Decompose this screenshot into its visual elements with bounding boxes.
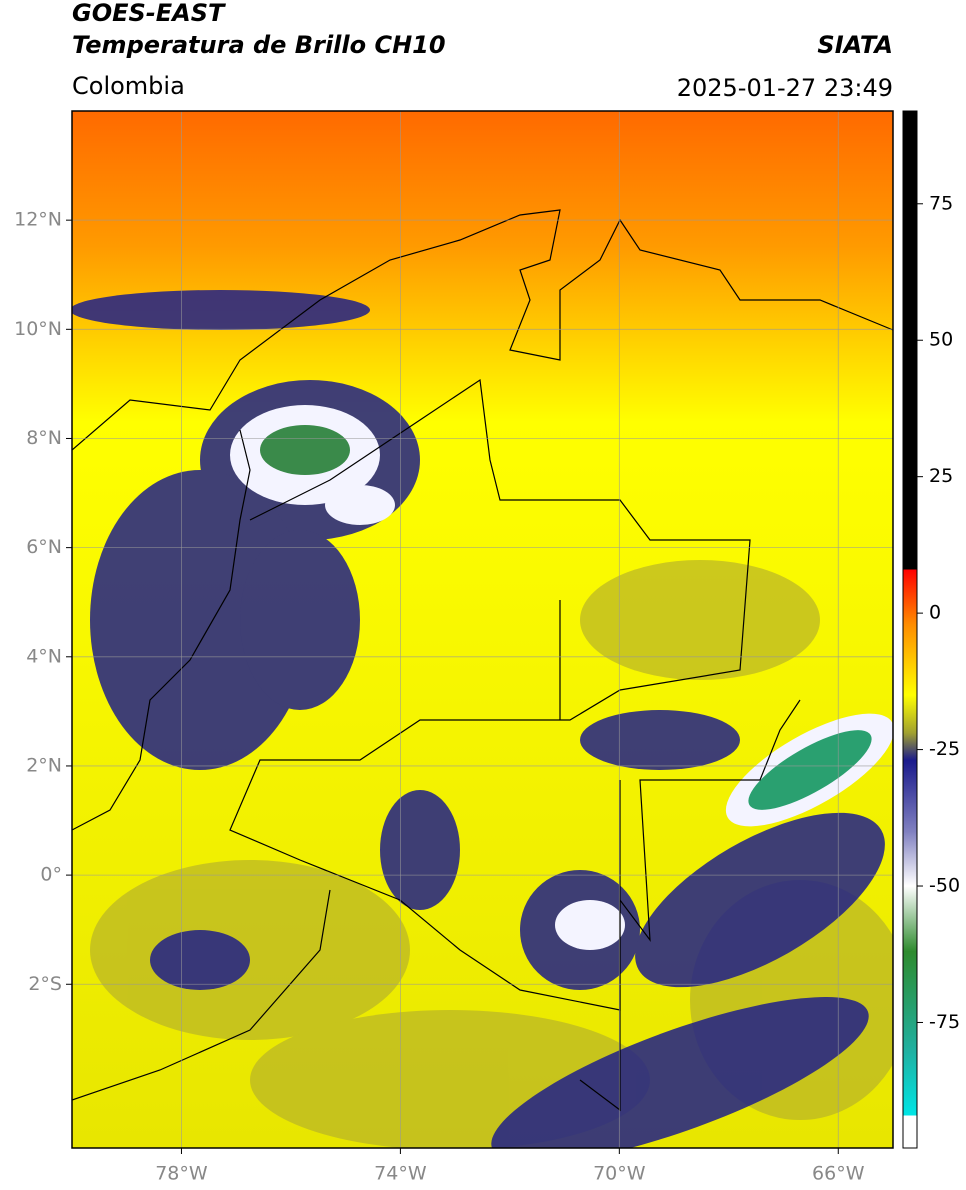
y-tick-label: 4°N [26,645,62,667]
subtitle: Temperatura de Brillo CH10 [72,31,446,59]
y-tick-label: 2°S [28,973,62,995]
colorbar-tick-label: 0 [929,602,941,624]
timestamp: 2025-01-27 23:49 [677,74,893,102]
title: GOES-EAST [72,0,226,27]
map-image [72,111,893,1148]
y-tick-label: 0° [40,864,62,886]
map-frame [71,110,894,1149]
x-tick-label: 74°W [374,1163,427,1185]
x-tick-label: 66°W [812,1163,865,1185]
colorbar-tick-label: -50 [929,875,960,897]
colorbar-tick-label: -25 [929,738,960,760]
colorbar-tick-label: -75 [929,1011,960,1033]
y-tick-label: 8°N [26,427,62,449]
y-tick-label: 12°N [14,209,62,231]
region: Colombia [72,72,185,100]
colorbar [902,110,918,1149]
brand: SIATA [817,31,893,59]
y-tick-label: 6°N [26,536,62,558]
y-tick-label: 10°N [14,318,62,340]
y-tick-label: 2°N [26,754,62,776]
colorbar-tick-label: 75 [929,192,953,214]
x-tick-label: 70°W [593,1163,646,1185]
colorbar-tick-label: 50 [929,329,953,351]
colorbar-tick-label: 25 [929,465,953,487]
x-tick-label: 78°W [155,1163,208,1185]
